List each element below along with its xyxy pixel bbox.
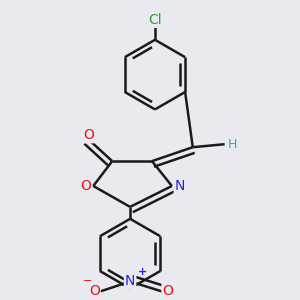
Text: O: O xyxy=(83,128,94,142)
Text: N: N xyxy=(125,274,135,289)
Text: N: N xyxy=(175,179,185,193)
Text: O: O xyxy=(163,284,173,298)
Text: H: H xyxy=(228,138,237,151)
Text: O: O xyxy=(80,179,91,193)
Text: O: O xyxy=(89,284,100,298)
Text: Cl: Cl xyxy=(148,13,162,27)
Text: −: − xyxy=(82,277,92,286)
Text: +: + xyxy=(138,266,147,277)
